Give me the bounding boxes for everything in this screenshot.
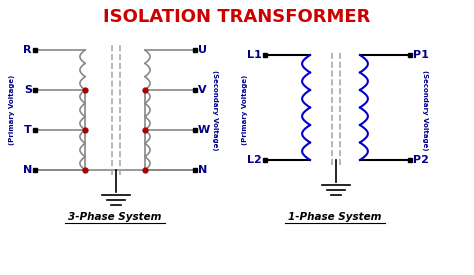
Text: V: V <box>198 85 207 95</box>
Text: N: N <box>23 165 32 175</box>
Text: P2: P2 <box>413 155 429 165</box>
Text: 1-Phase System: 1-Phase System <box>288 212 382 222</box>
Text: (Primary Voltage): (Primary Voltage) <box>242 75 248 145</box>
Text: T: T <box>24 125 32 135</box>
Text: W: W <box>198 125 210 135</box>
Text: (Secondary Voltage): (Secondary Voltage) <box>422 70 428 150</box>
Text: (Secondary Voltage): (Secondary Voltage) <box>212 70 218 150</box>
Text: R: R <box>24 45 32 55</box>
Text: N: N <box>198 165 207 175</box>
Text: L1: L1 <box>247 50 262 60</box>
Text: ISOLATION TRANSFORMER: ISOLATION TRANSFORMER <box>103 8 371 26</box>
Text: L2: L2 <box>247 155 262 165</box>
Text: U: U <box>198 45 207 55</box>
Text: 3-Phase System: 3-Phase System <box>68 212 162 222</box>
Text: S: S <box>24 85 32 95</box>
Text: P1: P1 <box>413 50 429 60</box>
Text: (Primary Voltage): (Primary Voltage) <box>9 75 15 145</box>
